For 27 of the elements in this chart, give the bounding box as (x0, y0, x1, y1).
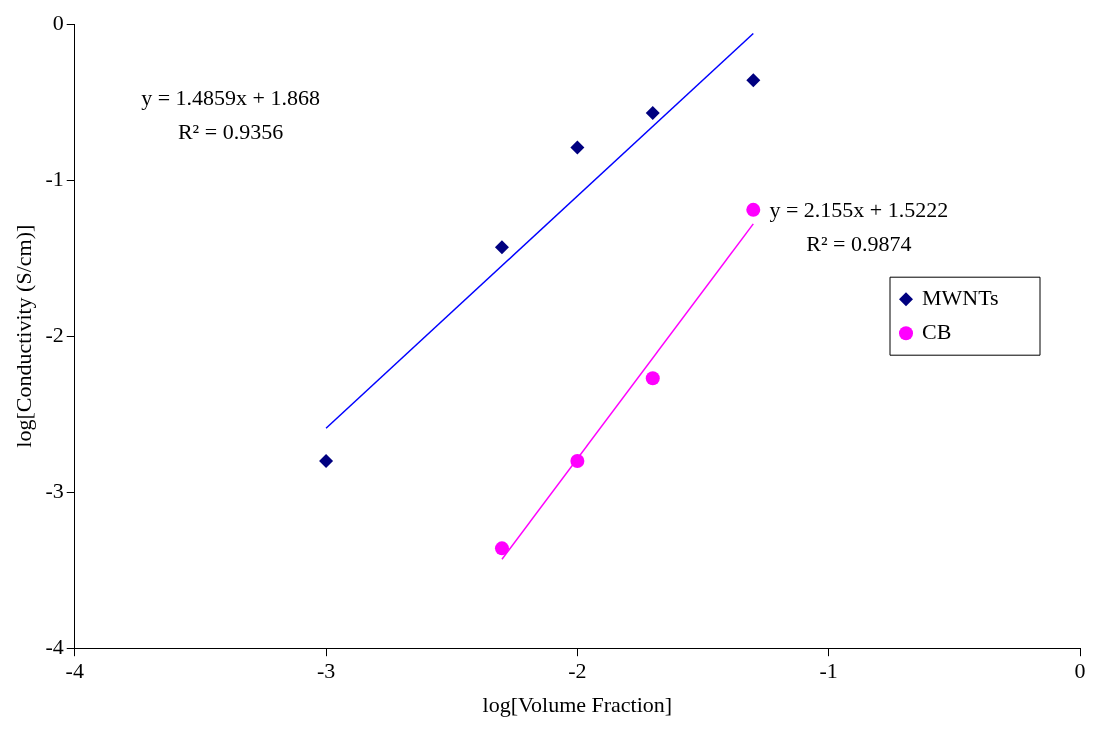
point (570, 454, 585, 468)
y-tick-label: -1 (45, 165, 64, 191)
point (746, 202, 761, 217)
legend-label: MWNTs (922, 284, 999, 310)
annotation: y = 1.4859x + 1.868 (141, 84, 320, 110)
point (645, 106, 660, 121)
point (570, 140, 585, 155)
annotation: y = 2.155x + 1.5222 (769, 197, 949, 223)
x-tick-label: 0 (1074, 658, 1086, 684)
y-axis-title: log[Conductivity (S/cm)] (10, 224, 36, 448)
annotation: R² = 0.9874 (806, 231, 912, 257)
y-tick-label: 0 (52, 9, 64, 35)
x-tick-label: -1 (819, 658, 838, 684)
x-tick-label: -4 (65, 658, 84, 684)
x-tick-label: -2 (568, 658, 587, 684)
y-tick-label: -3 (45, 477, 64, 503)
point (494, 240, 509, 255)
x-axis-title: log[Volume Fraction] (482, 691, 673, 717)
point (645, 371, 660, 386)
point (319, 454, 334, 468)
point (746, 73, 761, 88)
y-tick-label: -4 (45, 633, 64, 659)
legend-label: CB (922, 318, 952, 344)
point (494, 541, 509, 556)
x-tick-label: -3 (316, 658, 336, 684)
annotation: R² = 0.9356 (177, 118, 284, 144)
y-tick-label: -2 (45, 321, 64, 347)
